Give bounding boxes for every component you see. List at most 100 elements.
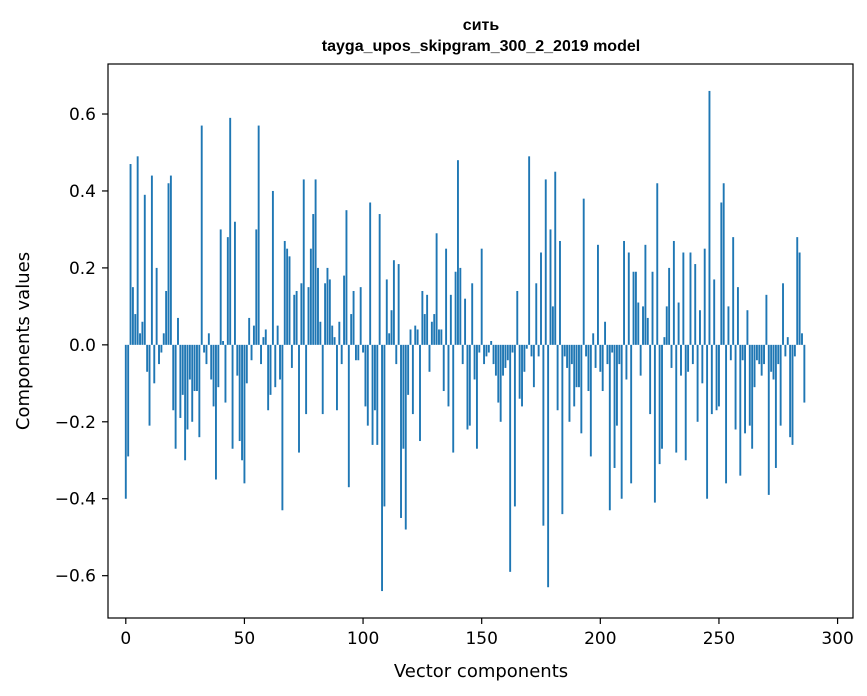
bar-235 bbox=[682, 252, 685, 345]
bar-142 bbox=[461, 344, 464, 365]
bar-series bbox=[124, 90, 806, 592]
bar-273 bbox=[772, 344, 775, 380]
y-tick-label: −0.4 bbox=[55, 490, 96, 510]
bar-151 bbox=[483, 344, 486, 365]
y-tick-label: −0.6 bbox=[55, 567, 96, 587]
bar-105 bbox=[373, 344, 376, 411]
bar-41 bbox=[222, 341, 225, 345]
bar-77 bbox=[307, 287, 310, 345]
bar-187 bbox=[568, 344, 571, 422]
bar-274 bbox=[774, 344, 777, 468]
bar-132 bbox=[438, 329, 440, 345]
bar-67 bbox=[283, 240, 286, 345]
bar-220 bbox=[646, 317, 649, 345]
bar-244 bbox=[703, 248, 706, 345]
bar-276 bbox=[779, 344, 782, 426]
bar-87 bbox=[331, 325, 334, 345]
bar-10 bbox=[148, 344, 151, 426]
bar-277 bbox=[782, 283, 784, 345]
bar-147 bbox=[473, 344, 476, 380]
bar-144 bbox=[466, 344, 469, 430]
bar-168 bbox=[523, 344, 526, 372]
bar-56 bbox=[257, 125, 260, 345]
bar-208 bbox=[618, 344, 621, 365]
bar-205 bbox=[611, 344, 614, 353]
x-axis-label: Vector components bbox=[394, 661, 568, 682]
bar-76 bbox=[305, 344, 308, 415]
bar-108 bbox=[381, 344, 383, 592]
bar-194 bbox=[585, 344, 588, 357]
bar-175 bbox=[540, 252, 542, 345]
bar-286 bbox=[803, 344, 806, 403]
bar-279 bbox=[786, 337, 789, 345]
bar-94 bbox=[347, 344, 350, 488]
bar-280 bbox=[789, 344, 792, 438]
bar-120 bbox=[409, 329, 412, 345]
bar-154 bbox=[490, 341, 493, 345]
bar-86 bbox=[328, 279, 331, 345]
bar-42 bbox=[224, 344, 227, 403]
bar-68 bbox=[286, 248, 289, 345]
bar-268 bbox=[760, 344, 763, 376]
bar-202 bbox=[604, 321, 607, 345]
chart-subtitle: tayga_upos_skipgram_300_2_2019 model bbox=[322, 38, 640, 55]
bar-246 bbox=[708, 90, 711, 345]
bar-39 bbox=[217, 344, 220, 388]
bar-264 bbox=[751, 344, 754, 449]
bar-32 bbox=[200, 125, 203, 345]
bar-139 bbox=[454, 271, 457, 345]
bar-143 bbox=[464, 298, 467, 345]
y-tick-label: 0.4 bbox=[69, 182, 96, 202]
bar-52 bbox=[248, 317, 251, 345]
bar-191 bbox=[578, 344, 580, 388]
bar-20 bbox=[172, 344, 175, 411]
bar-169 bbox=[525, 344, 528, 349]
bar-211 bbox=[625, 344, 628, 380]
bar-98 bbox=[357, 344, 360, 361]
bar-6 bbox=[139, 333, 141, 345]
x-tick-label: 250 bbox=[703, 629, 735, 649]
bar-224 bbox=[656, 183, 659, 345]
bar-54 bbox=[252, 325, 255, 345]
bar-190 bbox=[575, 344, 578, 388]
chart-title: сить bbox=[463, 17, 500, 34]
bar-118 bbox=[404, 344, 407, 530]
bar-204 bbox=[608, 344, 611, 511]
bar-203 bbox=[606, 344, 609, 365]
x-tick-label: 100 bbox=[347, 629, 379, 649]
bar-145 bbox=[468, 344, 471, 426]
bar-284 bbox=[798, 252, 801, 345]
bar-8 bbox=[143, 194, 146, 345]
bar-225 bbox=[658, 344, 661, 465]
bar-228 bbox=[665, 306, 668, 345]
bar-2 bbox=[129, 164, 132, 345]
bar-150 bbox=[480, 248, 483, 345]
bar-96 bbox=[352, 290, 355, 345]
bar-83 bbox=[321, 344, 324, 415]
bar-282 bbox=[793, 344, 796, 357]
bar-119 bbox=[407, 344, 410, 395]
bar-64 bbox=[276, 325, 279, 345]
bar-231 bbox=[672, 240, 675, 345]
bar-153 bbox=[487, 344, 490, 353]
bar-23 bbox=[179, 344, 182, 418]
bar-162 bbox=[509, 344, 512, 572]
bar-59 bbox=[264, 329, 267, 345]
bar-278 bbox=[784, 344, 787, 357]
bar-22 bbox=[177, 317, 179, 345]
bar-75 bbox=[302, 179, 305, 345]
bar-193 bbox=[582, 198, 585, 345]
bar-171 bbox=[530, 344, 533, 357]
bar-177 bbox=[544, 179, 547, 345]
bar-267 bbox=[758, 344, 761, 365]
bar-135 bbox=[445, 248, 448, 345]
bar-184 bbox=[561, 344, 564, 515]
bar-206 bbox=[613, 344, 616, 468]
bar-114 bbox=[395, 344, 398, 365]
bar-239 bbox=[691, 344, 694, 365]
bar-37 bbox=[212, 344, 215, 407]
bar-158 bbox=[499, 344, 502, 422]
bar-165 bbox=[516, 290, 519, 345]
bar-172 bbox=[532, 344, 535, 388]
